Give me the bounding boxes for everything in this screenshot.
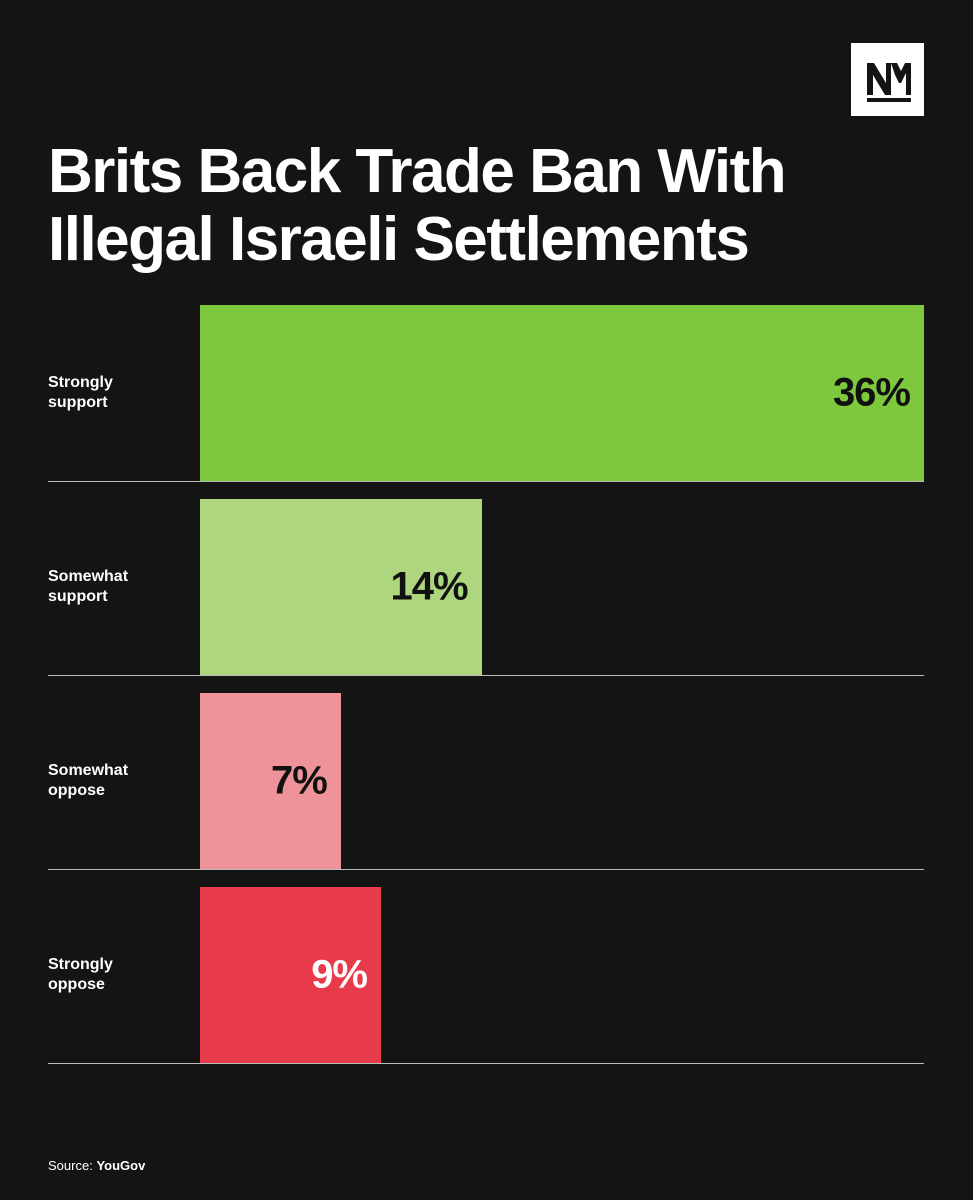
value-label: 14% xyxy=(390,564,468,609)
row-separator xyxy=(48,869,924,870)
value-label: 9% xyxy=(311,952,368,997)
value-label: 36% xyxy=(832,370,911,415)
row-separator xyxy=(48,1063,924,1064)
source: Source: YouGov xyxy=(48,1158,145,1173)
row-separator xyxy=(48,675,924,676)
category-label: Somewhat oppose xyxy=(48,762,129,799)
bar xyxy=(200,693,341,869)
row-separator xyxy=(48,481,924,482)
bar xyxy=(200,305,924,481)
category-label: Strongly oppose xyxy=(48,956,113,993)
category-label: Somewhat support xyxy=(48,568,129,605)
bar xyxy=(200,499,482,675)
chart-title: Brits Back Trade Ban With Illegal Israel… xyxy=(48,137,787,274)
source-label: Source: xyxy=(48,1158,93,1173)
category-label: Strongly support xyxy=(48,374,113,411)
logo xyxy=(851,43,924,116)
bar xyxy=(200,887,381,1063)
source-name: YouGov xyxy=(96,1158,146,1173)
value-label: 7% xyxy=(270,758,328,803)
